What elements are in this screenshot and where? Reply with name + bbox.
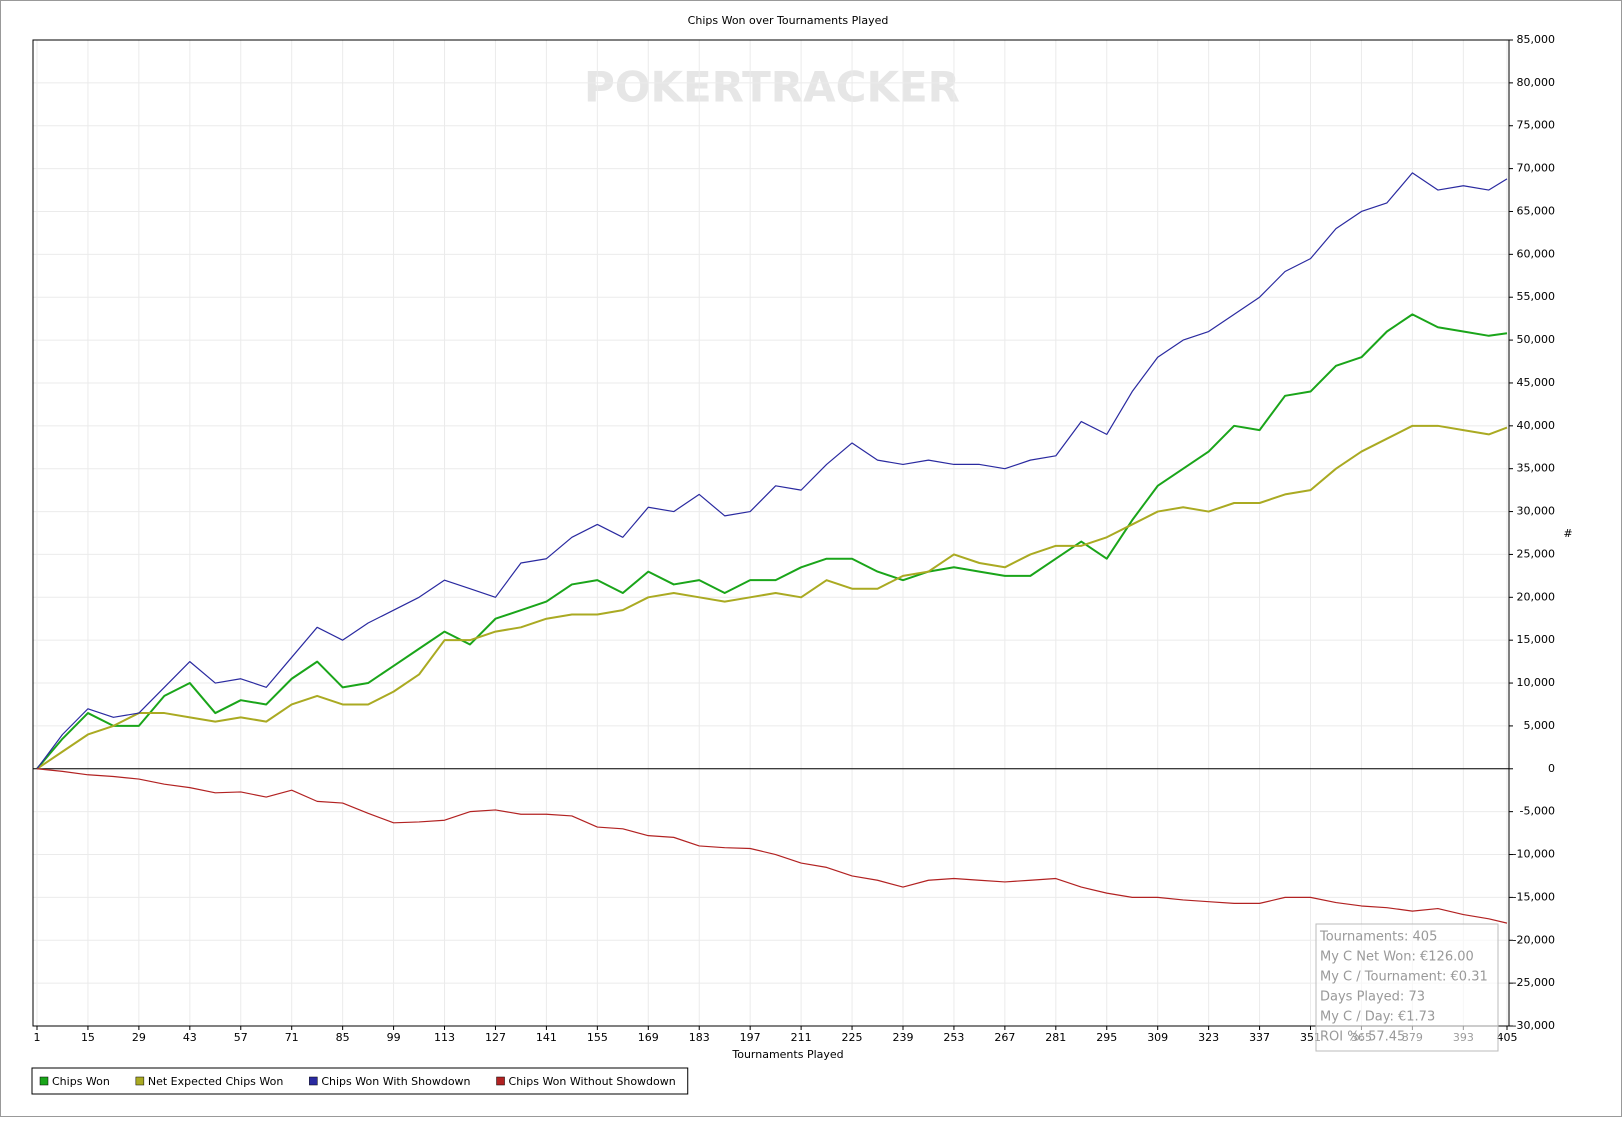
plot-frame	[32, 39, 1510, 1027]
y-tick-label: 0	[1548, 762, 1555, 775]
x-tick-label: 113	[434, 1031, 455, 1044]
y-tick-label: -5,000	[1520, 805, 1555, 818]
legend-label: Chips Won	[52, 1075, 110, 1088]
y-tick-label: 50,000	[1517, 333, 1556, 346]
x-tick-label: 15	[81, 1031, 95, 1044]
info-line: My C / Tournament: €0.31	[1320, 970, 1488, 985]
y-tick-label: 80,000	[1517, 76, 1556, 89]
y-tick-label: 40,000	[1517, 419, 1556, 432]
y-tick-label: 45,000	[1517, 376, 1556, 389]
x-tick-label: 141	[536, 1031, 557, 1044]
legend-swatch	[135, 1076, 145, 1086]
x-tick-label: 43	[183, 1031, 197, 1044]
x-tick-label: 239	[892, 1031, 913, 1044]
info-box-frame	[1315, 923, 1499, 1052]
y-tick-label: -30,000	[1513, 1019, 1555, 1032]
series-line	[36, 768, 1508, 924]
y-tick-label: -25,000	[1513, 976, 1555, 989]
y-tick-label: 85,000	[1517, 33, 1556, 46]
info-line: My C Net Won: €126.00	[1320, 950, 1474, 965]
y-tick-label: 35,000	[1517, 462, 1556, 475]
y-tick-label: 70,000	[1517, 162, 1556, 175]
x-tick-label: 211	[791, 1031, 812, 1044]
y-tick-label: -15,000	[1513, 890, 1555, 903]
y-tick-label: -20,000	[1513, 933, 1555, 946]
info-line: My C / Day: €1.73	[1320, 1010, 1435, 1025]
y-tick-label: 5,000	[1524, 719, 1556, 732]
x-tick-label: 127	[485, 1031, 506, 1044]
info-line: ROI %: 57.45	[1320, 1030, 1405, 1045]
x-tick-label: 1	[34, 1031, 41, 1044]
chart-title: Chips Won over Tournaments Played	[688, 14, 889, 27]
x-tick-label: 169	[638, 1031, 659, 1044]
y-tick-label: 10,000	[1517, 676, 1556, 689]
y-axis-label: #	[1563, 527, 1572, 540]
series-line	[36, 172, 1508, 770]
y-tick-label: 65,000	[1517, 204, 1556, 217]
x-tick-label: 405	[1497, 1031, 1518, 1044]
x-tick-label: 155	[587, 1031, 608, 1044]
legend: Chips Won Net Expected Chips Won Chips Won…	[31, 1067, 689, 1095]
x-tick-label: 337	[1249, 1031, 1270, 1044]
x-tick-label: 225	[842, 1031, 863, 1044]
x-tick-label: 267	[994, 1031, 1015, 1044]
x-tick-label: 85	[336, 1031, 350, 1044]
info-line: Days Played: 73	[1320, 990, 1425, 1005]
legend-label: Chips Won Without Showdown	[509, 1075, 676, 1088]
x-tick-label: 71	[285, 1031, 299, 1044]
x-tick-label: 183	[689, 1031, 710, 1044]
y-tick-label: 25,000	[1517, 547, 1556, 560]
info-box: Tournaments: 405 My C Net Won: €126.00 My …	[1315, 923, 1499, 1052]
y-tick-label: 55,000	[1517, 290, 1556, 303]
y-tick-label: 60,000	[1517, 247, 1556, 260]
x-tick-label: 323	[1198, 1031, 1219, 1044]
x-tick-label: 295	[1096, 1031, 1117, 1044]
y-tick-label: 30,000	[1517, 505, 1556, 518]
legend-frame	[31, 1067, 689, 1095]
y-tick-label: 20,000	[1517, 590, 1556, 603]
x-tick-label: 99	[387, 1031, 401, 1044]
x-tick-label: 57	[234, 1031, 248, 1044]
series-line	[36, 424, 1508, 770]
x-tick-label: 253	[943, 1031, 964, 1044]
y-tick-label: 15,000	[1517, 633, 1556, 646]
info-line: Tournaments: 405	[1319, 930, 1437, 945]
x-axis-label: Tournaments Played	[731, 1048, 843, 1061]
y-tick-label: 75,000	[1517, 119, 1556, 132]
x-tick-label: 29	[132, 1031, 146, 1044]
series-line	[36, 313, 1508, 770]
x-tick-label: 197	[740, 1031, 761, 1044]
legend-label: Net Expected Chips Won	[148, 1075, 284, 1088]
legend-swatch	[39, 1076, 49, 1086]
y-tick-label: -10,000	[1513, 848, 1555, 861]
watermark: POKERTRACKER	[584, 63, 960, 112]
x-tick-label: 309	[1147, 1031, 1168, 1044]
x-tick-label: 281	[1045, 1031, 1066, 1044]
legend-label: Chips Won With Showdown	[321, 1075, 470, 1088]
legend-swatch	[309, 1076, 318, 1086]
legend-swatch	[496, 1076, 505, 1086]
